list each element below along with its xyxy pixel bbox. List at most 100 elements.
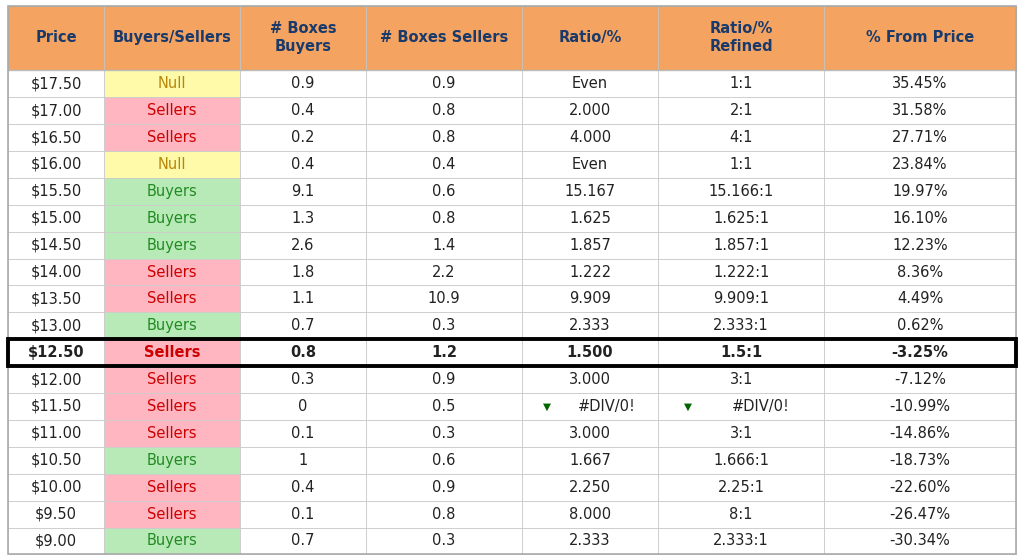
Bar [522,474,658,501]
Bar [103,447,240,474]
Text: 2.333: 2.333 [569,534,611,548]
Bar [240,393,366,420]
Bar [103,420,240,447]
Bar [824,97,1016,124]
Text: -10.99%: -10.99% [890,399,950,414]
Bar [103,6,240,71]
Text: 12.23%: 12.23% [892,237,948,253]
Text: 0.8: 0.8 [432,211,456,226]
Bar [103,151,240,178]
Text: 1.625: 1.625 [569,211,611,226]
Text: ▼: ▼ [684,402,692,412]
Bar [658,393,824,420]
Text: $15.00: $15.00 [31,211,82,226]
Text: 2.250: 2.250 [569,480,611,494]
Text: # Boxes Sellers: # Boxes Sellers [380,30,508,45]
Bar [658,366,824,393]
Bar [824,474,1016,501]
Text: 0.6: 0.6 [432,184,456,199]
Text: 23.84%: 23.84% [892,157,948,172]
Text: 0.3: 0.3 [432,534,456,548]
Text: 0.1: 0.1 [291,507,314,521]
Bar [240,232,366,259]
Text: Sellers: Sellers [147,130,197,145]
Text: Buyers: Buyers [146,534,198,548]
Text: 2.25:1: 2.25:1 [718,480,765,494]
Bar [103,366,240,393]
Text: 0.4: 0.4 [432,157,456,172]
Bar [103,474,240,501]
Text: 0.9: 0.9 [291,76,314,91]
Bar [522,312,658,339]
Text: 0.8: 0.8 [432,507,456,521]
Text: 9.1: 9.1 [291,184,314,199]
Text: 2.333:1: 2.333:1 [714,318,769,333]
Text: 1.625:1: 1.625:1 [713,211,769,226]
Bar [824,447,1016,474]
Text: 1.222:1: 1.222:1 [713,264,769,279]
Bar [8,178,103,205]
Bar [240,420,366,447]
Bar [824,71,1016,97]
Bar [240,312,366,339]
Bar [658,205,824,232]
Bar [824,232,1016,259]
Bar [8,151,103,178]
Bar [522,232,658,259]
Bar [658,447,824,474]
Text: 0.1: 0.1 [291,426,314,441]
Text: $11.50: $11.50 [31,399,82,414]
Text: 8.36%: 8.36% [897,264,943,279]
Bar [658,178,824,205]
Bar [522,501,658,528]
Bar [824,366,1016,393]
Text: 31.58%: 31.58% [892,103,948,118]
Bar [824,528,1016,554]
Text: 0.62%: 0.62% [897,318,943,333]
Text: 1.666:1: 1.666:1 [714,453,769,468]
Text: 0.9: 0.9 [432,76,456,91]
Text: 9.909:1: 9.909:1 [713,291,769,306]
Bar [658,286,824,312]
Text: $15.50: $15.50 [31,184,82,199]
Text: Null: Null [158,157,186,172]
Text: Even: Even [572,157,608,172]
Text: Ratio/%: Ratio/% [558,30,622,45]
Bar [522,151,658,178]
Bar [366,447,522,474]
Text: -30.34%: -30.34% [890,534,950,548]
Text: -3.25%: -3.25% [892,345,948,360]
Text: $13.00: $13.00 [31,318,82,333]
Bar [522,339,658,366]
Text: 2.333:1: 2.333:1 [714,534,769,548]
Text: 0.7: 0.7 [291,534,314,548]
Text: 4.49%: 4.49% [897,291,943,306]
Text: 3:1: 3:1 [729,372,753,387]
Bar [103,71,240,97]
Bar [8,286,103,312]
Text: 1.222: 1.222 [569,264,611,279]
Text: 4.000: 4.000 [569,130,611,145]
Bar [366,205,522,232]
Bar [824,6,1016,71]
Bar [240,97,366,124]
Bar [240,501,366,528]
Bar [240,339,366,366]
Text: Sellers: Sellers [147,264,197,279]
Text: Sellers: Sellers [147,426,197,441]
Bar [366,286,522,312]
Text: 1: 1 [298,453,307,468]
Text: Sellers: Sellers [147,507,197,521]
Bar [8,501,103,528]
Bar [8,366,103,393]
Text: 1.2: 1.2 [431,345,457,360]
Text: -7.12%: -7.12% [894,372,946,387]
Bar [366,178,522,205]
Text: 2.2: 2.2 [432,264,456,279]
Bar [658,501,824,528]
Bar [103,205,240,232]
Text: Sellers: Sellers [147,291,197,306]
Bar [240,151,366,178]
Bar [240,259,366,286]
Bar [658,528,824,554]
